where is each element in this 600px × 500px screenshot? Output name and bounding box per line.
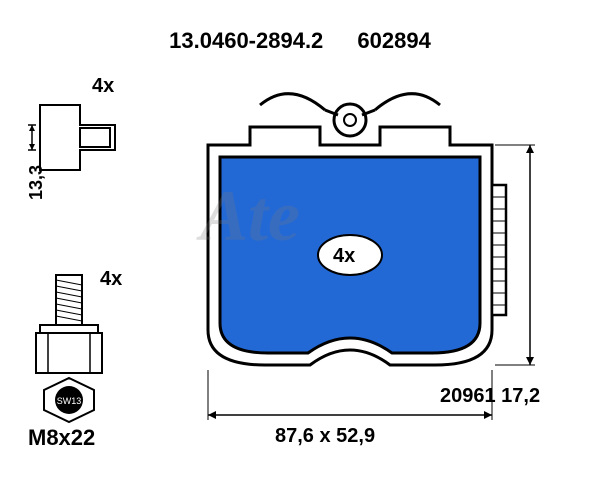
header: 13.0460-2894.2 602894 — [0, 28, 600, 54]
clip-dimension-label: 13,3 — [26, 165, 47, 200]
pad-dimensions-label: 87,6 x 52,9 — [275, 425, 375, 448]
pad-quantity-label: 4x — [333, 245, 355, 268]
brake-pad-component: 4x 20961 17,2 87,6 x 52,9 — [150, 65, 570, 445]
bolt-quantity-label: 4x — [100, 268, 122, 291]
part-number-primary: 13.0460-2894.2 — [169, 28, 323, 53]
pad-code-label: 20961 17,2 — [440, 385, 540, 408]
bolt-drawing: SW13 — [28, 260, 148, 425]
diagram-container: 13.0460-2894.2 602894 4x 13,3 4x — [0, 0, 600, 500]
bolt-component: 4x SW13 M8x22 — [28, 260, 148, 460]
bolt-size-label: M8x22 — [28, 425, 95, 451]
clip-component: 4x 13,3 — [20, 70, 150, 220]
bolt-wrench-label: SW13 — [57, 396, 82, 406]
clip-quantity-label: 4x — [92, 75, 114, 98]
part-number-secondary: 602894 — [357, 28, 430, 53]
